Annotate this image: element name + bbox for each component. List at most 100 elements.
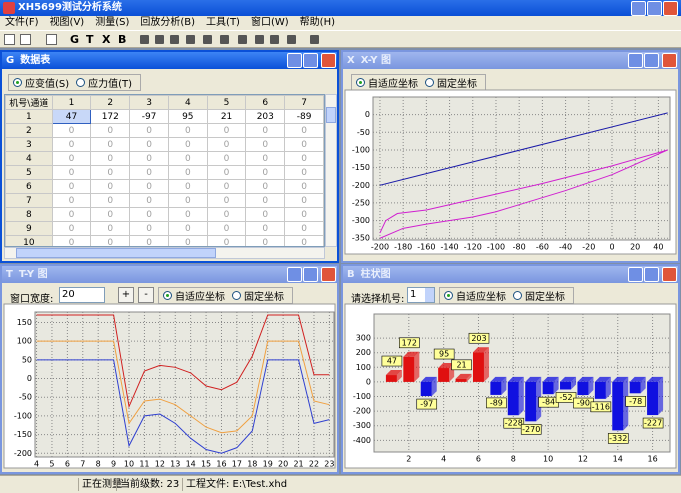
table-cell[interactable]: 0 [206,123,247,138]
table-cell[interactable]: 0 [167,193,208,208]
table-cell[interactable]: 0 [129,179,169,194]
radio-button[interactable] [232,291,241,300]
radio-button[interactable] [163,291,172,300]
table-cell[interactable]: 0 [245,123,286,138]
table-cell[interactable]: 0 [51,123,92,138]
minimize-button[interactable] [631,1,646,16]
maximize-button[interactable] [647,1,662,16]
table-cell[interactable]: 95 [167,109,208,124]
table-cell[interactable]: 0 [167,123,208,138]
table-cell[interactable]: 0 [245,179,286,194]
table-cell[interactable]: 203 [245,109,286,124]
table-cell[interactable]: 0 [51,151,92,166]
table-cell[interactable]: 0 [129,137,169,152]
toolbar-button[interactable]: B [118,33,127,46]
table-cell[interactable]: 0 [90,137,131,152]
radio-label[interactable]: 固定坐标 [525,292,565,303]
table-cell[interactable]: 0 [245,165,286,180]
table-cell[interactable]: 0 [245,151,286,166]
table-cell[interactable]: 0 [284,221,324,236]
width-input[interactable]: 20 [59,287,105,303]
toolbar-icon[interactable] [20,34,31,45]
toolbar-icon[interactable] [270,35,279,44]
table-cell[interactable]: 0 [167,165,208,180]
table-cell[interactable]: 0 [51,193,92,208]
menu-item[interactable]: 回放分析(B) [140,17,196,28]
toolbar-button[interactable]: G [70,33,80,46]
vertical-scrollbar[interactable] [325,94,337,247]
table-cell[interactable]: 0 [90,235,131,246]
table-cell[interactable]: 0 [245,221,286,236]
table-cell[interactable]: 0 [167,137,208,152]
table-cell[interactable]: 0 [245,235,286,246]
toolbar-icon[interactable] [203,35,212,44]
minimize-button[interactable] [287,53,302,68]
radio-label[interactable]: 自适应坐标 [368,79,418,90]
table-cell[interactable]: 0 [245,207,286,222]
table-cell[interactable]: 0 [51,235,92,246]
table-cell[interactable]: 0 [90,207,131,222]
table-cell[interactable]: 0 [206,179,247,194]
radio-label[interactable]: 固定坐标 [244,292,284,303]
table-cell[interactable]: 0 [245,137,286,152]
table-cell[interactable]: 0 [167,207,208,222]
table-cell[interactable]: 172 [90,109,131,124]
table-cell[interactable]: 0 [206,221,247,236]
radio-label[interactable]: 固定坐标 [437,79,477,90]
table-cell[interactable]: -89 [284,109,324,124]
table-cell[interactable]: 21 [206,109,247,124]
menu-item[interactable]: 窗口(W) [250,17,289,28]
table-cell[interactable]: 0 [206,137,247,152]
menu-item[interactable]: 帮助(H) [299,17,335,28]
table-cell[interactable]: 0 [129,123,169,138]
table-cell[interactable]: 0 [129,235,169,246]
toolbar-icon[interactable] [155,35,164,44]
table-cell[interactable]: 0 [167,151,208,166]
menu-item[interactable]: 视图(V) [49,17,85,28]
table-cell[interactable]: 0 [51,207,92,222]
menu-item[interactable]: 文件(F) [5,17,39,28]
table-cell[interactable]: 0 [51,179,92,194]
table-cell[interactable]: 0 [90,123,131,138]
table-cell[interactable]: 0 [90,151,131,166]
table-cell[interactable]: 0 [129,165,169,180]
table-cell[interactable]: 0 [206,235,247,246]
step-button[interactable]: + [118,287,134,303]
table-cell[interactable]: 0 [51,221,92,236]
menu-item[interactable]: 工具(T) [206,17,240,28]
toolbar-icon[interactable] [140,35,149,44]
toolbar-icon[interactable] [255,35,264,44]
toolbar-icon[interactable] [310,35,319,44]
table-cell[interactable]: 0 [284,179,324,194]
minimize-button[interactable] [287,267,302,282]
table-cell[interactable]: 0 [245,193,286,208]
close-button[interactable] [662,267,677,282]
table-cell[interactable]: 0 [90,179,131,194]
table-cell[interactable]: 0 [284,137,324,152]
table-cell[interactable]: 0 [284,207,324,222]
minimize-button[interactable] [628,53,643,68]
table-cell[interactable]: 0 [90,193,131,208]
table-cell[interactable]: 0 [284,235,324,246]
table-cell[interactable]: 0 [51,165,92,180]
table-cell[interactable]: 0 [90,165,131,180]
maximize-button[interactable] [303,53,318,68]
menu-item[interactable]: 测量(S) [95,17,130,28]
table-cell[interactable]: 0 [284,151,324,166]
table-cell[interactable]: 0 [129,221,169,236]
step-button[interactable]: - [138,287,154,303]
close-button[interactable] [662,53,677,68]
maximize-button[interactable] [303,267,318,282]
table-cell[interactable]: -97 [129,109,169,124]
toolbar-icon[interactable] [4,34,15,45]
table-cell[interactable]: 0 [206,151,247,166]
radio-label[interactable]: 应变值(S) [25,79,70,90]
radio-button[interactable] [13,78,22,87]
toolbar-icon[interactable] [186,35,195,44]
radio-label[interactable]: 应力值(T) [88,79,133,90]
table-cell[interactable]: 0 [51,137,92,152]
toolbar-button[interactable]: X [102,33,111,46]
toolbar-button[interactable]: T [86,33,94,46]
radio-label[interactable]: 自适应坐标 [175,292,225,303]
maximize-button[interactable] [644,267,659,282]
